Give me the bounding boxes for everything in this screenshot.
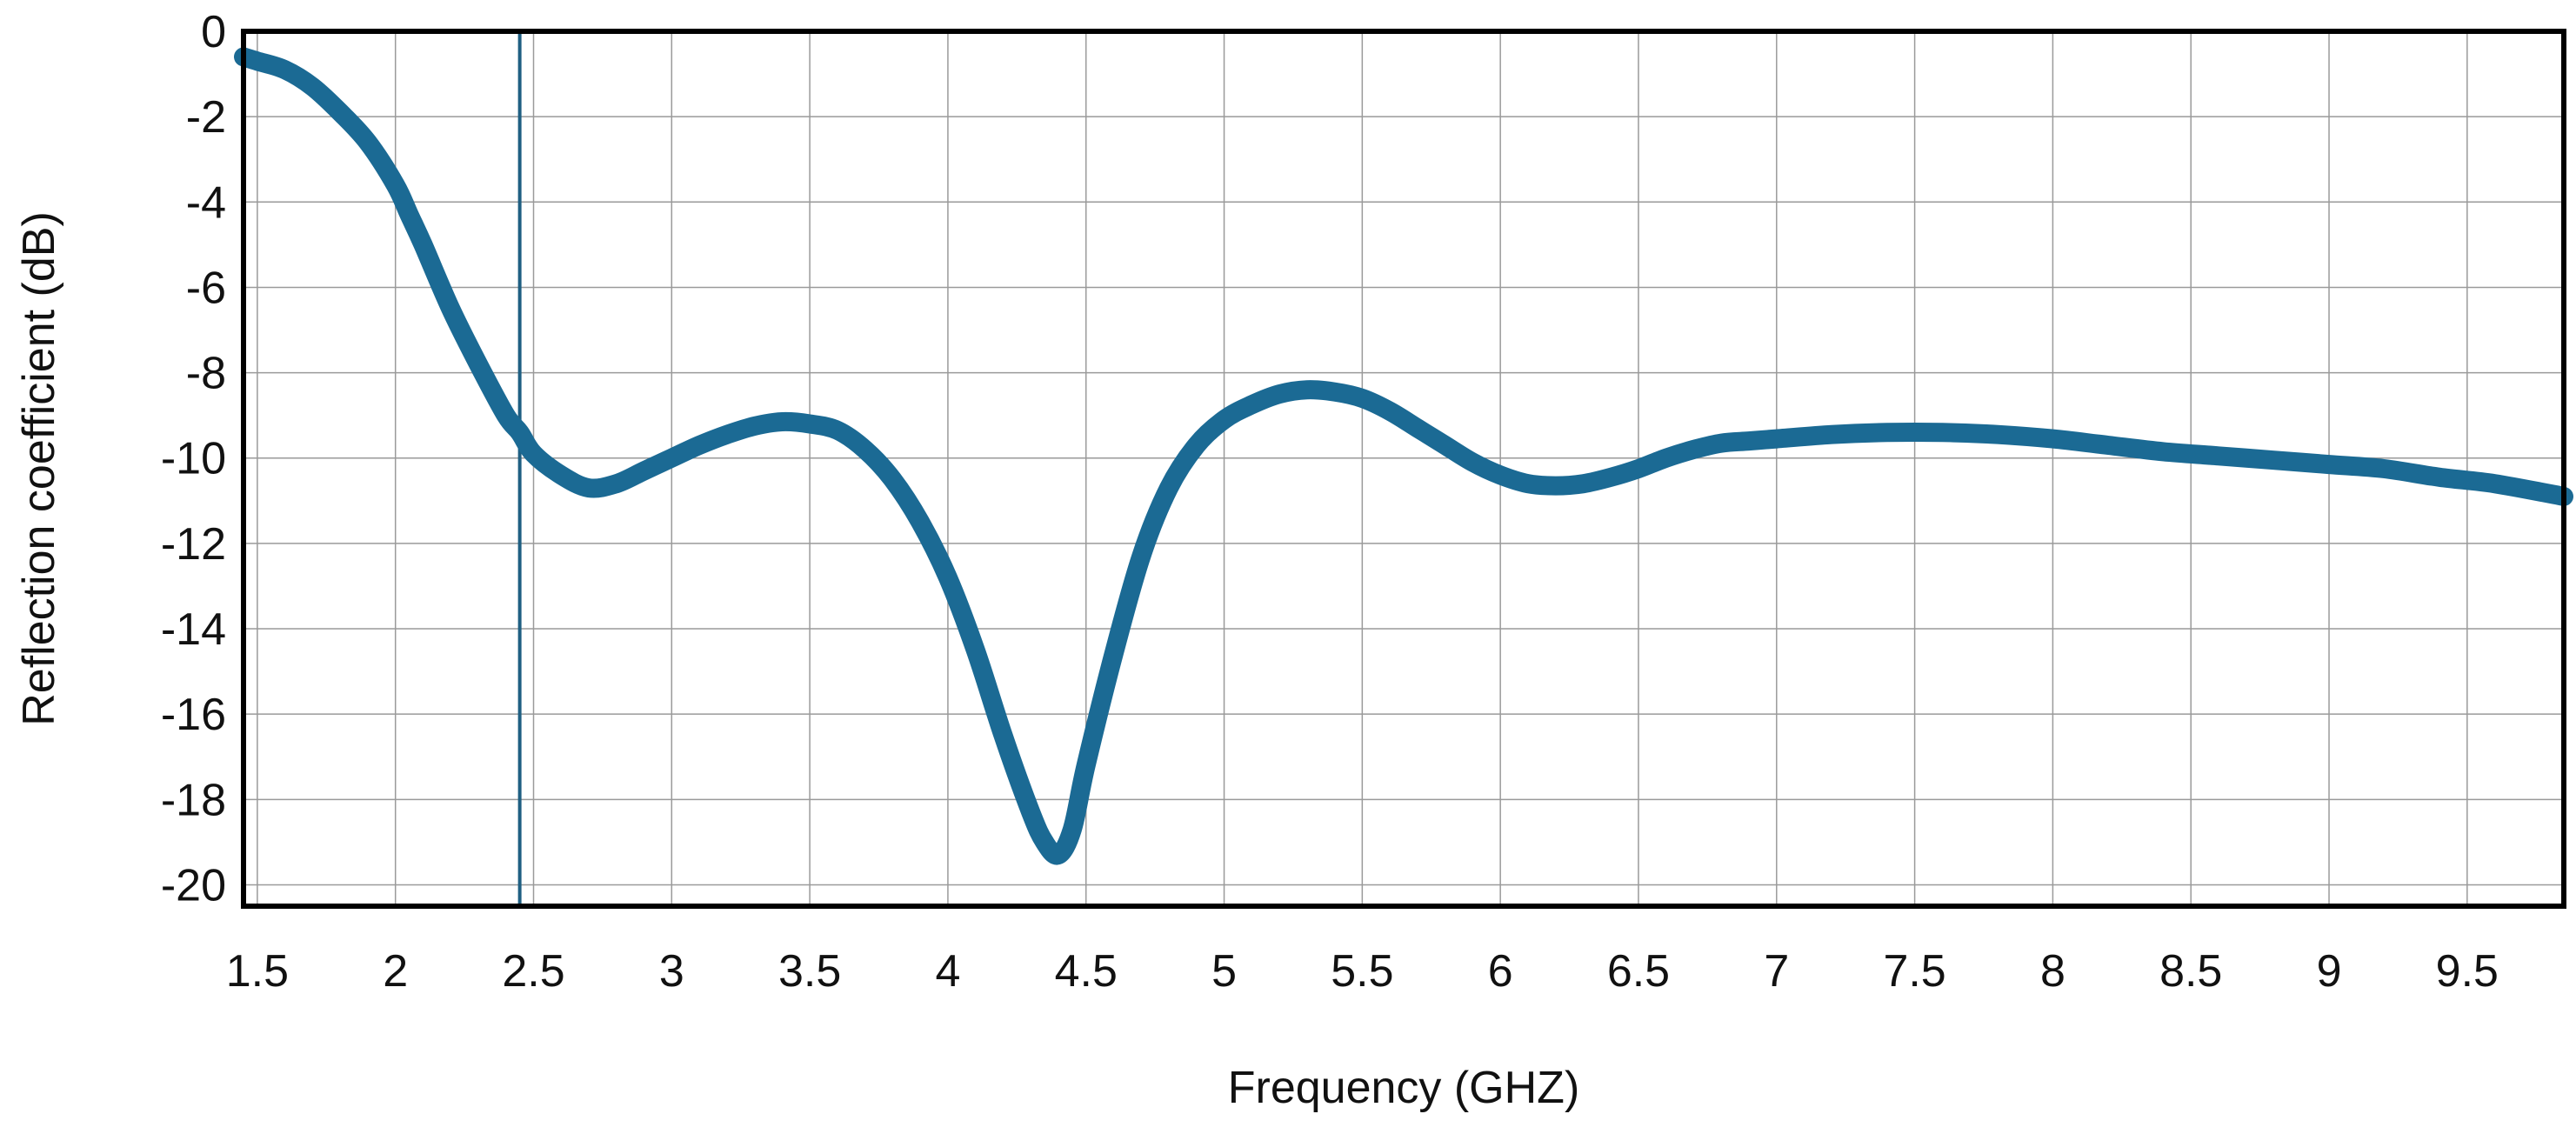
x-tick-label: 5 — [1211, 946, 1237, 997]
y-tick-label: -2 — [186, 92, 226, 143]
series-line — [234, 47, 2573, 865]
x-tick-label: 3.5 — [778, 946, 841, 997]
y-axis-label: Reflection coefficient (dB) — [14, 211, 64, 726]
x-tick-label: 1.5 — [226, 946, 289, 997]
y-tick-label: -18 — [161, 775, 226, 825]
y-tick-labels: 0 -2 -4 -6 -8 -10 -12 -14 -16 -18 -20 — [161, 7, 226, 911]
x-tick-label: 2.5 — [502, 946, 564, 997]
y-tick-label: -4 — [186, 177, 226, 228]
x-tick-label: 7 — [1764, 946, 1789, 997]
x-tick-label: 9.5 — [2436, 946, 2499, 997]
x-tick-label: 6.5 — [1607, 946, 1670, 997]
x-tick-label: 4 — [935, 946, 960, 997]
x-tick-label: 6 — [1488, 946, 1513, 997]
y-tick-label: -10 — [161, 434, 226, 484]
y-tick-label: -8 — [186, 349, 226, 399]
x-tick-label: 5.5 — [1331, 946, 1393, 997]
y-tick-label: -20 — [161, 860, 226, 911]
grid — [244, 30, 2564, 906]
x-tick-label: 8.5 — [2159, 946, 2222, 997]
x-tick-label: 3 — [659, 946, 684, 997]
x-tick-label: 8 — [2040, 946, 2065, 997]
series-layer — [234, 47, 2573, 865]
plot-frame — [241, 29, 2566, 909]
x-tick-label: 7.5 — [1883, 946, 1945, 997]
x-tick-label: 2 — [383, 946, 408, 997]
x-tick-labels: 1.5 2 2.5 3 3.5 4 4.5 5 5.5 6 6.5 7 7.5 8 8.5 9 9.5 — [226, 946, 2499, 997]
y-tick-label: -6 — [186, 263, 226, 313]
y-tick-label: 0 — [201, 7, 226, 57]
y-tick-label: -14 — [161, 604, 226, 655]
y-tick-label: -12 — [161, 519, 226, 570]
y-tick-label: -16 — [161, 690, 226, 740]
x-axis-label: Frequency (GHZ) — [1228, 1063, 1580, 1113]
x-tick-label: 4.5 — [1055, 946, 1118, 997]
x-tick-label: 9 — [2317, 946, 2342, 997]
